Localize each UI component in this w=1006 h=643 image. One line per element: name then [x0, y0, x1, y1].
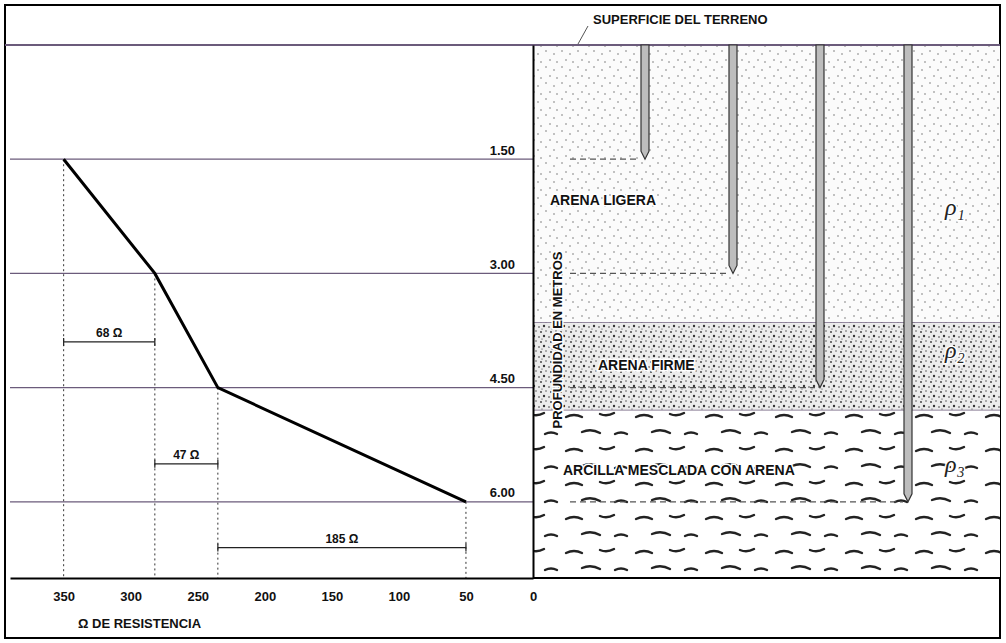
grid-line	[10, 501, 533, 502]
surface-label: SUPERFICIE DEL TERRENO	[593, 12, 768, 27]
x-tick: 0	[530, 578, 537, 604]
y-axis: 1.50 3.00 4.50 6.00	[490, 46, 534, 579]
annotation-end	[63, 338, 64, 346]
resistance-line	[64, 159, 466, 502]
grid-line	[10, 273, 533, 274]
y-tick: 4.50	[490, 371, 533, 388]
ground-rod	[641, 45, 649, 159]
annotation-line	[218, 547, 466, 548]
x-tick-label: 350	[53, 589, 75, 604]
annotation-line	[155, 463, 218, 464]
x-tick-label: 100	[389, 589, 411, 604]
x-tick: 300	[120, 578, 142, 604]
grid-line	[10, 159, 533, 160]
ground-rod	[904, 45, 912, 502]
drop-line	[63, 159, 64, 578]
plot	[64, 159, 466, 502]
annotation-end	[154, 338, 155, 346]
ground-rod	[729, 45, 737, 273]
grid	[10, 159, 533, 502]
annotation-label: 68 Ω	[96, 326, 123, 340]
leader-line	[578, 26, 588, 44]
rods	[570, 45, 912, 502]
soil-layer	[533, 45, 1000, 323]
annotations: 68 Ω 47 Ω 185 Ω	[64, 326, 466, 552]
x-axis-title: Ω DE RESISTENCIA	[78, 616, 202, 631]
soil-layers	[533, 45, 1000, 578]
soil-layer	[533, 410, 1000, 578]
drop-line	[154, 273, 155, 578]
x-tick-label: 200	[254, 589, 276, 604]
x-tick-label: 50	[459, 589, 473, 604]
x-tick-label: 300	[120, 589, 142, 604]
x-tick: 250	[187, 578, 209, 604]
layer-label: ARCILLA MESCLADA CON ARENA	[563, 462, 795, 478]
layer-label: ARENA FIRME	[598, 357, 695, 373]
grid-line	[10, 387, 533, 388]
x-tick: 350	[53, 578, 75, 604]
x-tick: 200	[254, 578, 276, 604]
annotation-line	[64, 341, 155, 342]
x-tick-label: 0	[530, 589, 537, 604]
y-tick: 1.50	[490, 143, 533, 160]
annotation-end	[154, 460, 155, 468]
y-tick: 3.00	[490, 257, 533, 274]
annotation-end	[465, 544, 466, 552]
y-axis-title: PROFUNDIDAD EN METROS	[550, 251, 565, 428]
surface-line	[5, 44, 1000, 46]
ground-rod	[816, 45, 824, 388]
annotation-end	[217, 460, 218, 468]
x-axis: 350 300 250 200 150 100 50 0	[11, 578, 538, 604]
y-tick-label: 6.00	[490, 485, 515, 500]
layer-symbol: ρ₁	[944, 194, 965, 220]
figure: ARENA LIGERA ρ₁ ARENA FIRME ρ₂ ARCILLA MESCL…	[0, 0, 1006, 643]
drop-line	[465, 502, 466, 578]
x-tick: 150	[321, 578, 343, 604]
panel-bottom	[533, 577, 1000, 579]
x-axis-line	[11, 578, 534, 580]
y-axis-line	[533, 46, 535, 579]
x-tick-label: 250	[187, 589, 209, 604]
annotation-label: 47 Ω	[173, 448, 200, 462]
drop-line	[217, 388, 218, 578]
depth-guide	[570, 387, 815, 388]
layer-label: ARENA LIGERA	[550, 192, 656, 208]
y-tick-label: 1.50	[490, 143, 515, 158]
depth-guide	[570, 501, 903, 502]
x-tick: 50	[459, 578, 473, 604]
guides	[64, 159, 466, 578]
frame	[5, 5, 1000, 638]
layer-symbol: ρ₃	[944, 451, 965, 477]
y-tick-label: 4.50	[490, 371, 515, 386]
x-tick-label: 150	[321, 589, 343, 604]
depth-guide	[570, 273, 728, 274]
x-tick: 100	[389, 578, 411, 604]
y-tick: 6.00	[490, 485, 533, 502]
annotation-end	[217, 544, 218, 552]
layer-symbol: ρ₂	[944, 337, 965, 363]
annotation-label: 185 Ω	[325, 532, 358, 546]
depth-guide	[570, 159, 640, 160]
y-tick-label: 3.00	[490, 257, 515, 272]
soil-layer	[533, 323, 1000, 411]
